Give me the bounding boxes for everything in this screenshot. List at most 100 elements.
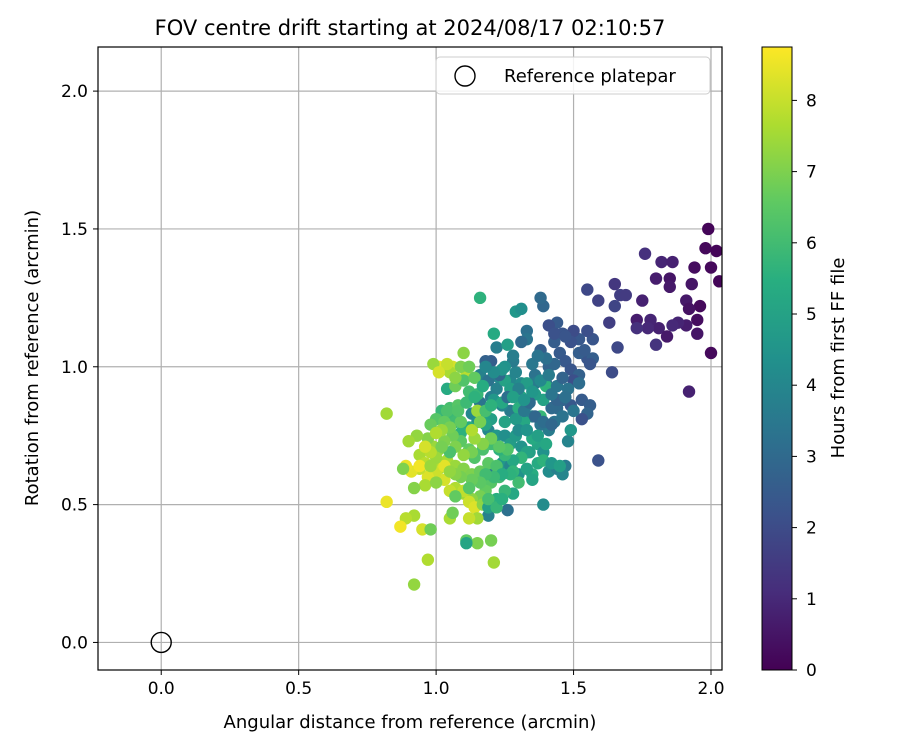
data-point — [539, 437, 553, 451]
data-point — [578, 344, 591, 357]
data-point — [484, 534, 498, 547]
colorbar-tick-label: 5 — [806, 305, 817, 325]
data-point — [638, 247, 652, 260]
data-point — [649, 338, 663, 351]
data-point — [545, 418, 558, 431]
data-point — [424, 459, 437, 473]
data-point — [432, 366, 446, 379]
x-tick-label: 1.5 — [560, 679, 587, 699]
data-point — [473, 415, 487, 429]
data-point — [611, 341, 624, 354]
data-point — [418, 479, 432, 492]
data-point — [446, 506, 459, 520]
data-point — [592, 294, 605, 307]
data-point — [449, 490, 462, 503]
colorbar-tick-label: 0 — [806, 661, 817, 681]
reference-marker-layer — [150, 631, 172, 654]
data-point — [583, 357, 597, 371]
grid-lines — [98, 47, 722, 670]
x-tick-label: 1.0 — [423, 679, 450, 699]
data-point — [520, 423, 534, 437]
data-point — [462, 360, 476, 373]
data-point — [641, 321, 654, 335]
y-axis: 0.0 0.5 1.0 1.5 2.0 — [61, 82, 98, 653]
data-point — [509, 366, 523, 379]
data-point — [484, 399, 498, 412]
data-point — [702, 222, 715, 236]
data-point — [567, 404, 580, 418]
data-point — [559, 390, 572, 404]
data-point — [693, 299, 707, 313]
data-point — [449, 371, 462, 384]
x-tick-label: 0.0 — [148, 679, 175, 699]
data-point — [479, 360, 492, 373]
data-point — [407, 481, 421, 495]
data-point — [556, 371, 569, 384]
colorbar-tick-label: 3 — [806, 447, 817, 467]
data-point — [699, 242, 712, 255]
data-point — [476, 379, 490, 393]
data-point — [603, 316, 616, 329]
data-point — [691, 327, 704, 340]
data-point — [429, 426, 443, 440]
data-point — [429, 476, 443, 489]
data-point — [592, 454, 605, 467]
data-point — [421, 553, 435, 566]
data-point — [682, 385, 696, 398]
data-point — [451, 404, 465, 418]
colorbar-tick-label: 6 — [806, 234, 817, 254]
data-point — [424, 523, 437, 536]
data-point — [619, 288, 632, 302]
data-point — [498, 415, 512, 429]
data-point — [487, 556, 501, 569]
data-point — [517, 393, 531, 407]
data-point — [526, 385, 539, 398]
data-point — [559, 330, 572, 343]
data-point — [402, 434, 415, 448]
x-tick-label: 2.0 — [697, 679, 724, 699]
data-point — [531, 349, 545, 362]
legend-entry-label: Reference platepar — [504, 66, 676, 87]
data-point — [553, 459, 567, 473]
y-tick-label: 2.0 — [61, 82, 88, 102]
data-point — [688, 261, 701, 274]
data-point — [440, 404, 454, 418]
data-point — [575, 412, 589, 426]
data-point — [666, 319, 679, 332]
colorbar-tick-label: 1 — [806, 590, 817, 610]
x-axis-label: Angular distance from reference (arcmin) — [224, 712, 597, 733]
data-point — [490, 341, 503, 354]
colorbar-tick-label: 7 — [806, 163, 817, 183]
colorbar-label: Hours from first FF file — [828, 258, 849, 459]
plot-frame — [97, 46, 723, 671]
data-point — [509, 412, 523, 426]
data-point — [608, 277, 621, 291]
data-point — [482, 492, 495, 506]
data-point — [394, 520, 407, 533]
data-point — [649, 272, 663, 285]
data-point — [512, 476, 525, 489]
y-axis-label: Rotation from reference (arcmin) — [22, 210, 43, 506]
data-point — [713, 275, 722, 288]
data-point — [493, 440, 506, 453]
data-point — [556, 410, 569, 423]
data-point — [468, 390, 481, 404]
data-point — [468, 371, 481, 384]
colorbar-ticks: 0 1 2 3 4 5 6 7 8 — [792, 91, 817, 681]
data-point — [487, 327, 501, 340]
data-point — [413, 459, 426, 473]
y-tick-label: 1.0 — [61, 358, 88, 378]
data-point — [534, 291, 547, 305]
data-point — [710, 244, 722, 258]
data-point — [691, 313, 704, 327]
data-point — [457, 346, 470, 360]
data-point — [531, 429, 545, 442]
data-point — [666, 255, 679, 269]
data-point — [440, 357, 454, 371]
chart-title: FOV centre drift starting at 2024/08/17 … — [155, 16, 666, 40]
data-point — [380, 495, 393, 509]
x-tick-label: 0.5 — [285, 679, 312, 699]
data-point — [581, 324, 594, 338]
